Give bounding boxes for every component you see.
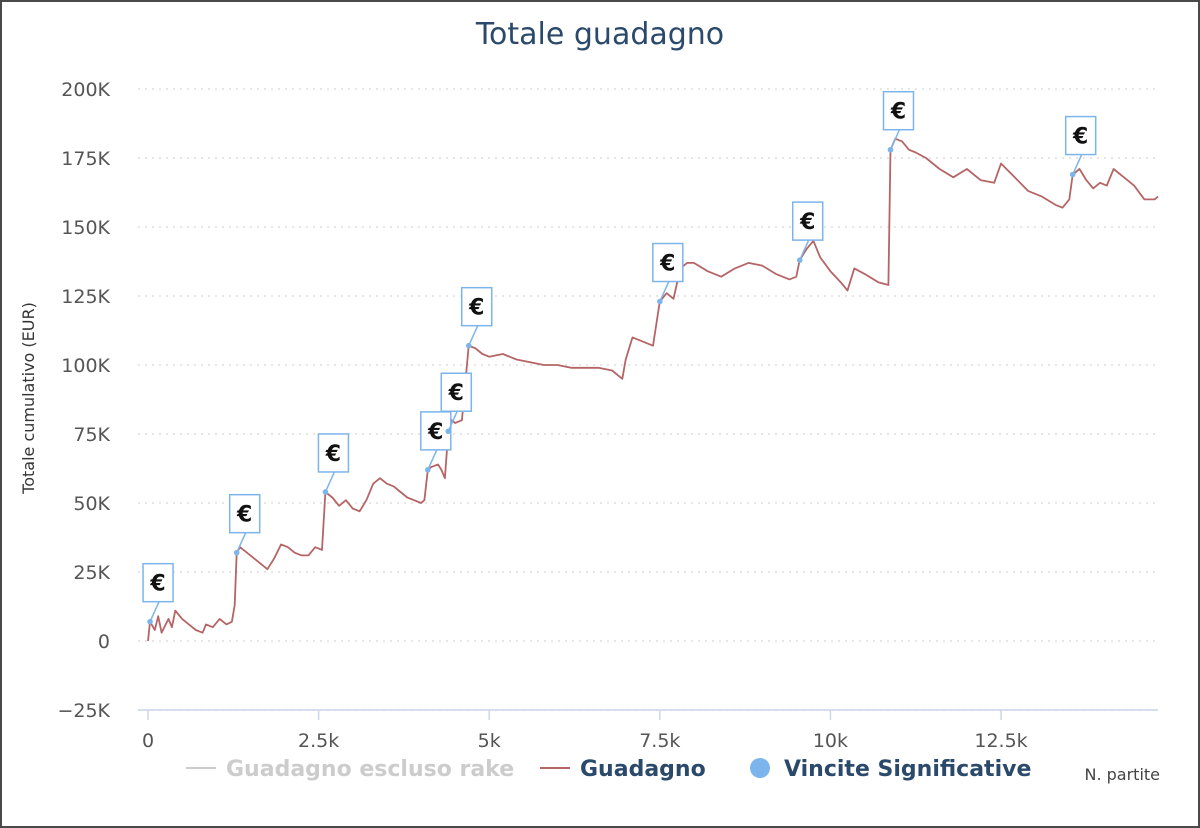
- flag-box: [460, 286, 493, 327]
- series-layer: [147, 137, 1159, 642]
- chart-title: Totale guadagno: [475, 17, 724, 52]
- flag-label: €: [448, 381, 464, 406]
- flag-vincita[interactable]: €: [460, 286, 493, 349]
- flag-stem: [149, 601, 160, 622]
- flag-box: [317, 433, 350, 473]
- x-tick-label: 7.5k: [639, 730, 680, 752]
- flag-point: [465, 342, 472, 349]
- y-tick-label: −25K: [57, 700, 110, 722]
- x-tick-label: 12.5k: [974, 730, 1027, 752]
- legend-label: Vincite Significative: [784, 757, 1031, 782]
- flag-point: [322, 489, 329, 495]
- flag-label: €: [149, 572, 165, 597]
- flag-box: [882, 90, 915, 131]
- y-tick-label: 25K: [73, 562, 110, 584]
- y-tick-label: 175K: [61, 148, 110, 170]
- flag-vincita[interactable]: €: [228, 493, 261, 556]
- legend-item[interactable]: Guadagno: [540, 757, 706, 782]
- flag-box: [1064, 115, 1097, 156]
- series-line-guadagno: [147, 137, 1159, 642]
- y-tick-label: 200K: [61, 79, 110, 101]
- legend-label: Guadagno: [580, 757, 706, 782]
- flag-vincita[interactable]: €: [652, 242, 684, 305]
- legend-item[interactable]: Guadagno escluso rake: [186, 757, 514, 782]
- flag-box: [228, 493, 261, 534]
- flag-vincita[interactable]: €: [317, 433, 350, 495]
- flag-label: €: [890, 100, 906, 125]
- flag-label: €: [799, 210, 815, 235]
- flag-label: €: [659, 252, 675, 277]
- flag-label: €: [468, 296, 484, 321]
- flag-box: [652, 242, 684, 283]
- flag-vincita[interactable]: €: [791, 201, 824, 263]
- y-tick-label: 75K: [73, 424, 110, 446]
- flag-point: [1069, 171, 1076, 178]
- flag-point: [424, 467, 431, 473]
- flag-box: [440, 372, 473, 412]
- flag-point: [796, 257, 803, 263]
- y-tick-label: 150K: [61, 217, 110, 239]
- grid-layer: [138, 88, 1158, 711]
- legend-label: Guadagno escluso rake: [226, 757, 514, 782]
- flag-label: €: [325, 442, 341, 467]
- flag-stem: [468, 325, 479, 346]
- flag-label: €: [236, 503, 252, 528]
- flag-point: [887, 146, 894, 153]
- flag-point: [147, 618, 153, 625]
- x-tick-label: 10k: [813, 730, 848, 752]
- flag-stem: [447, 410, 458, 432]
- x-tick-label: 5k: [478, 730, 501, 752]
- y-tick-label: 125K: [61, 286, 110, 308]
- y-tick-label: 50K: [73, 493, 110, 515]
- legend-item[interactable]: Vincite Significative: [750, 757, 1031, 782]
- flag-stem: [427, 449, 438, 471]
- flag-vincita[interactable]: €: [440, 372, 473, 435]
- flag-vincita[interactable]: €: [1064, 115, 1097, 178]
- x-tick-label: 0: [142, 730, 154, 752]
- legend: Guadagno escluso rake Guadagno Vincite Sig…: [186, 757, 1031, 782]
- flag-stem: [659, 281, 670, 302]
- flag-box: [142, 562, 174, 603]
- flag-stem: [889, 129, 901, 151]
- flag-point: [233, 549, 240, 556]
- flag-vincita[interactable]: €: [142, 562, 174, 625]
- flag-stem: [1072, 154, 1083, 175]
- flag-label: €: [1072, 125, 1088, 150]
- flag-layer: €€€€€€€€€€: [142, 90, 1097, 625]
- flag-stem: [236, 532, 247, 553]
- flag-box: [791, 201, 824, 241]
- y-axis-label: Totale cumulativo (EUR): [19, 302, 38, 495]
- flag-point: [445, 428, 452, 435]
- flag-label: €: [427, 420, 443, 445]
- flag-stem: [324, 471, 336, 493]
- flag-stem: [799, 239, 810, 261]
- y-tick-label: 100K: [61, 355, 110, 377]
- y-tick-label: 0: [98, 631, 110, 653]
- axis-layer: −25K 0 25K 50K 75K 100K 125K 150K 175K 200K 0 2.5k 5…: [57, 79, 1158, 752]
- legend-circle-marker: [750, 758, 770, 778]
- flag-vincita[interactable]: €: [882, 90, 915, 153]
- x-axis-label: N. partite: [1084, 765, 1160, 784]
- flag-point: [657, 298, 663, 305]
- x-tick-label: 2.5k: [298, 730, 339, 752]
